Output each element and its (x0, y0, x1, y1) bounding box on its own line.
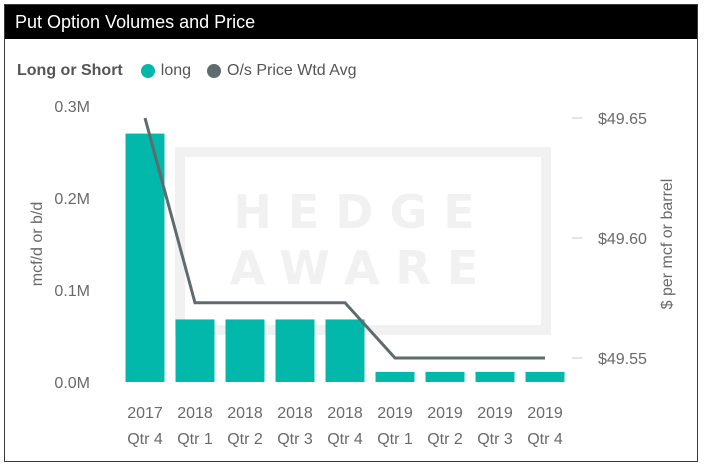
x-axis-tick-label: Qtr 3 (277, 431, 313, 448)
x-axis-tick-label: 2019 (427, 405, 463, 422)
x-axis-tick-label: Qtr 4 (127, 431, 163, 448)
x-axis-tick-label: Qtr 1 (177, 431, 213, 448)
x-axis-tick-label: 2018 (327, 405, 363, 422)
bar (225, 319, 265, 382)
bar (525, 371, 565, 382)
y2-axis-tick-label: $49.65 (598, 111, 647, 128)
chart-title: Put Option Volumes and Price (5, 5, 697, 39)
legend-label-price: O/s Price Wtd Avg (227, 62, 357, 79)
bar (425, 371, 465, 382)
legend-marker-price (207, 64, 222, 78)
x-axis-tick-label: Qtr 4 (527, 431, 563, 448)
legend-title: Long or Short (17, 62, 123, 79)
bar (175, 319, 215, 382)
x-axis-tick-label: 2018 (177, 405, 213, 422)
y-axis-tick-label: 0.2M (54, 191, 90, 208)
x-axis-tick-label: 2018 (277, 405, 313, 422)
line-series-price (143, 117, 545, 360)
y-axis-tick-label: 0.0M (54, 375, 90, 392)
x-axis-tick-label: Qtr 2 (227, 431, 263, 448)
x-axis-tick-label: 2017 (127, 405, 163, 422)
bar (325, 319, 365, 382)
x-axis-tick-label: 2018 (227, 405, 263, 422)
watermark-text: AWARE (230, 241, 495, 295)
bar (375, 371, 415, 382)
x-axis-tick-label: 2019 (477, 405, 513, 422)
y-axis-tick-label: 0.3M (54, 99, 90, 116)
legend-item-long[interactable]: long (140, 62, 192, 80)
bar (475, 371, 515, 382)
legend: Long or Short long O/s Price Wtd Avg (17, 61, 373, 81)
x-axis-tick-label: 2019 (527, 405, 563, 422)
y-axis-title: mcf/d or b/d (29, 202, 46, 286)
bar (125, 133, 165, 382)
x-axis-tick-label: 2019 (377, 405, 413, 422)
y2-axis-tick-label: $49.60 (598, 231, 647, 248)
x-axis-tick-label: Qtr 3 (477, 431, 513, 448)
y2-axis-tick-label: $49.55 (598, 351, 647, 368)
watermark-text: HEDGE (233, 185, 490, 239)
legend-marker-long (140, 64, 155, 78)
chart-visual: Put Option Volumes and Price Long or Sho… (4, 4, 698, 462)
x-axis-tick-label: Qtr 1 (377, 431, 413, 448)
y-axis-tick-label: 0.1M (54, 283, 90, 300)
legend-label-long: long (160, 62, 192, 79)
legend-item-price[interactable]: O/s Price Wtd Avg (207, 62, 357, 80)
y2-axis-title: $ per mcf or barrel (659, 179, 676, 310)
x-axis-tick-label: Qtr 4 (327, 431, 363, 448)
bar (275, 319, 315, 382)
x-axis-tick-label: Qtr 2 (427, 431, 463, 448)
